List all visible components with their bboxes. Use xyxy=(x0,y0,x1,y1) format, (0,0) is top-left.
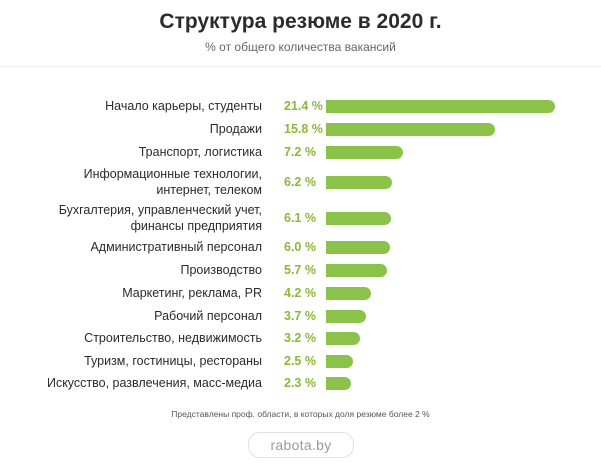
category-label: Начало карьеры, студенты xyxy=(105,99,262,113)
category-label: Административный персонал xyxy=(90,240,262,254)
category-label: Транспорт, логистика xyxy=(138,145,262,159)
bar[interactable] xyxy=(326,354,353,368)
bar[interactable] xyxy=(326,145,404,159)
value-label: 2.3 % xyxy=(284,376,316,390)
value-label: 6.1 % xyxy=(284,211,316,225)
value-label: 3.2 % xyxy=(284,331,316,345)
value-label: 5.7 % xyxy=(284,263,316,277)
category-label: Искусство, развлечения, масс-медиа xyxy=(46,376,262,390)
value-label: 15.8 % xyxy=(284,122,323,136)
bar[interactable] xyxy=(326,263,387,277)
bar[interactable] xyxy=(326,331,361,345)
category-label: Туризм, гостиницы, рестораны xyxy=(84,354,262,368)
bar[interactable] xyxy=(326,211,392,225)
bar[interactable] xyxy=(326,376,351,390)
value-label: 6.0 % xyxy=(284,240,316,254)
category-label: Бухгалтерия, управленческий учет, финанс… xyxy=(58,203,262,233)
value-label: 21.4 % xyxy=(284,99,323,113)
category-label: Рабочий персонал xyxy=(154,309,262,323)
value-label: 3.7 % xyxy=(284,309,316,323)
header-divider xyxy=(0,66,601,67)
brand-badge[interactable]: rabota.by xyxy=(248,432,354,458)
bar[interactable] xyxy=(326,286,371,300)
category-label: Продажи xyxy=(209,122,262,136)
value-label: 6.2 % xyxy=(284,175,316,189)
value-label: 4.2 % xyxy=(284,286,316,300)
chart-subtitle: % от общего количества вакансий xyxy=(205,40,396,54)
footnote: Представлены проф. области, в которых до… xyxy=(171,409,430,419)
category-label: Маркетинг, реклама, PR xyxy=(122,286,262,300)
value-label: 7.2 % xyxy=(284,145,316,159)
bar[interactable] xyxy=(326,240,391,254)
bar[interactable] xyxy=(326,122,496,136)
bar[interactable] xyxy=(326,175,393,189)
bar[interactable] xyxy=(326,99,555,113)
category-label: Производство xyxy=(180,263,262,277)
value-label: 2.5 % xyxy=(284,354,316,368)
category-label: Информационные технологии, интернет, тел… xyxy=(83,167,262,197)
bar[interactable] xyxy=(326,309,366,323)
category-label: Строительство, недвижимость xyxy=(84,331,262,345)
chart-title: Структура резюме в 2020 г. xyxy=(159,10,442,33)
